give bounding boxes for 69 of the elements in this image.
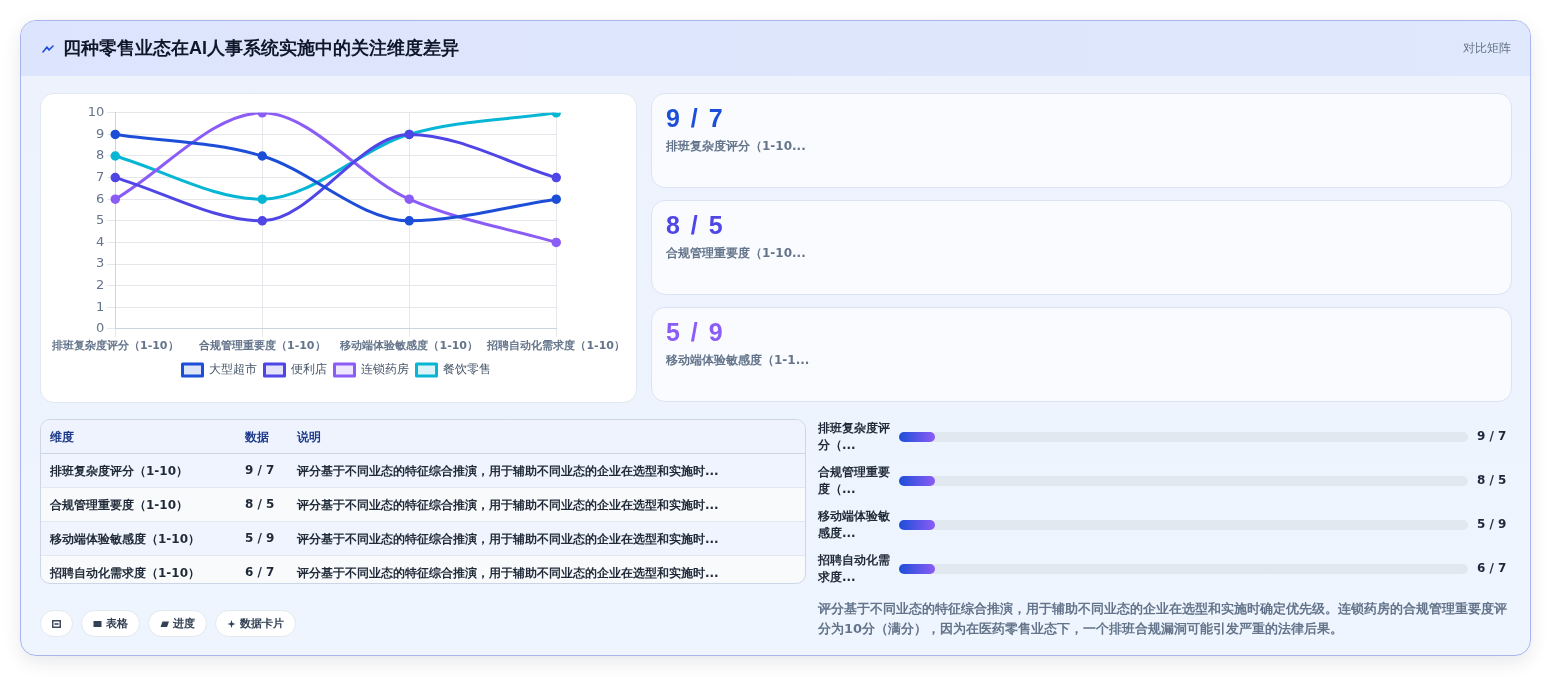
text: 对比矩阵	[1463, 40, 1511, 57]
text: 评分基于不同业态的特征综合推演，用于辅助不同业态的企业在选型和实施时...	[297, 531, 719, 548]
text: 5 / 9	[1477, 517, 1507, 531]
category-label: 排班复杂度评分（1-10...	[666, 138, 806, 155]
y-tick-label: 6	[95, 190, 105, 206]
text: 6 / 7	[245, 565, 275, 579]
text: 数据	[245, 429, 269, 446]
point	[110, 194, 121, 204]
x-tick-label: 合规管理重要度（1-10）	[197, 339, 326, 353]
legend-label: 连锁药房	[360, 362, 409, 377]
text: 9 / 7	[245, 463, 275, 477]
text: 8 / 5	[666, 211, 725, 239]
point	[551, 194, 561, 204]
category-label: 数据卡片	[240, 616, 284, 631]
point	[551, 172, 561, 183]
point	[551, 237, 561, 248]
legend-label: 大型超市	[208, 362, 257, 377]
y-tick-label: 0	[95, 320, 105, 336]
text: 评分基于不同业态的特征综合推演，用于辅助不同业态的企业在选型和实施时...	[297, 497, 719, 514]
y-tick-label: 7	[95, 168, 105, 184]
y-tick-label: 2	[95, 276, 105, 292]
point	[110, 172, 121, 183]
point	[404, 194, 414, 204]
text: 8 / 5	[1477, 473, 1507, 487]
x-tick-label: 招聘自动化需求度（1-10）	[486, 339, 625, 353]
point	[257, 151, 267, 161]
legend-label: 餐饮零售	[442, 362, 491, 377]
category-label: 进度	[173, 616, 195, 631]
category-label: 移动端体验敏感度（1-1...	[666, 352, 810, 369]
category-label: 排班复杂度评分（...	[818, 420, 891, 454]
category-label: 招聘自动化需求度（1-10）	[50, 565, 201, 582]
y-tick-label: 9	[95, 125, 105, 141]
text: 评分基于不同业态的特征综合推演，用于辅助不同业态的企业在选型和实施时确定优先级。连锁药房的合规管理重要度评分为10分（满分），因为在医药零售业态下，一个排班合规漏洞可能引发严重的法律后果。	[818, 600, 1508, 638]
text: 5 / 9	[245, 531, 275, 545]
legend-label: 便利店	[290, 362, 327, 377]
text: 8 / 5	[245, 497, 275, 511]
tab-button: 数据卡片	[215, 610, 296, 637]
text: 维度	[50, 429, 74, 446]
category-label: 招聘自动化需求度...	[818, 552, 891, 586]
y-tick-label: 8	[95, 147, 105, 163]
category-label: 表格	[106, 616, 128, 631]
category-label: 移动端体验敏感度（1-10）	[50, 531, 201, 548]
text: 9 / 7	[666, 104, 725, 132]
x-tick-label: 移动端体验敏感度（1-10）	[339, 339, 479, 353]
category-label: 排班复杂度评分（1-10）	[50, 463, 189, 480]
category-label: 合规管理重要度（1-10）	[50, 497, 189, 514]
point	[110, 129, 121, 140]
text: 说明	[297, 429, 321, 446]
y-tick-label: 3	[95, 255, 105, 271]
text: 评分基于不同业态的特征综合推演，用于辅助不同业态的企业在选型和实施时...	[297, 463, 719, 480]
category-label: 合规管理重要度（...	[818, 464, 891, 498]
point	[404, 216, 414, 226]
point	[110, 151, 121, 161]
point	[257, 194, 267, 204]
tab-button: 表格	[81, 610, 140, 637]
x-tick-label: 排班复杂度评分（1-10）	[51, 339, 179, 353]
y-tick-label: 10	[87, 104, 105, 120]
text: 评分基于不同业态的特征综合推演，用于辅助不同业态的企业在选型和实施时...	[297, 565, 719, 582]
y-tick-label: 5	[95, 212, 105, 228]
category-label: 合规管理重要度（1-10...	[666, 245, 806, 262]
text: 6 / 7	[1477, 561, 1507, 575]
chart-title: 四种零售业态在AI人事系统实施中的关注维度差异	[63, 37, 459, 60]
point	[257, 216, 267, 226]
category-label: 移动端体验敏感度...	[818, 508, 891, 542]
y-tick-label: 1	[95, 298, 105, 314]
y-tick-label: 4	[95, 233, 105, 249]
text: 5 / 9	[666, 318, 725, 346]
tab-button: 进度	[148, 610, 207, 637]
text: 9 / 7	[1477, 429, 1507, 443]
